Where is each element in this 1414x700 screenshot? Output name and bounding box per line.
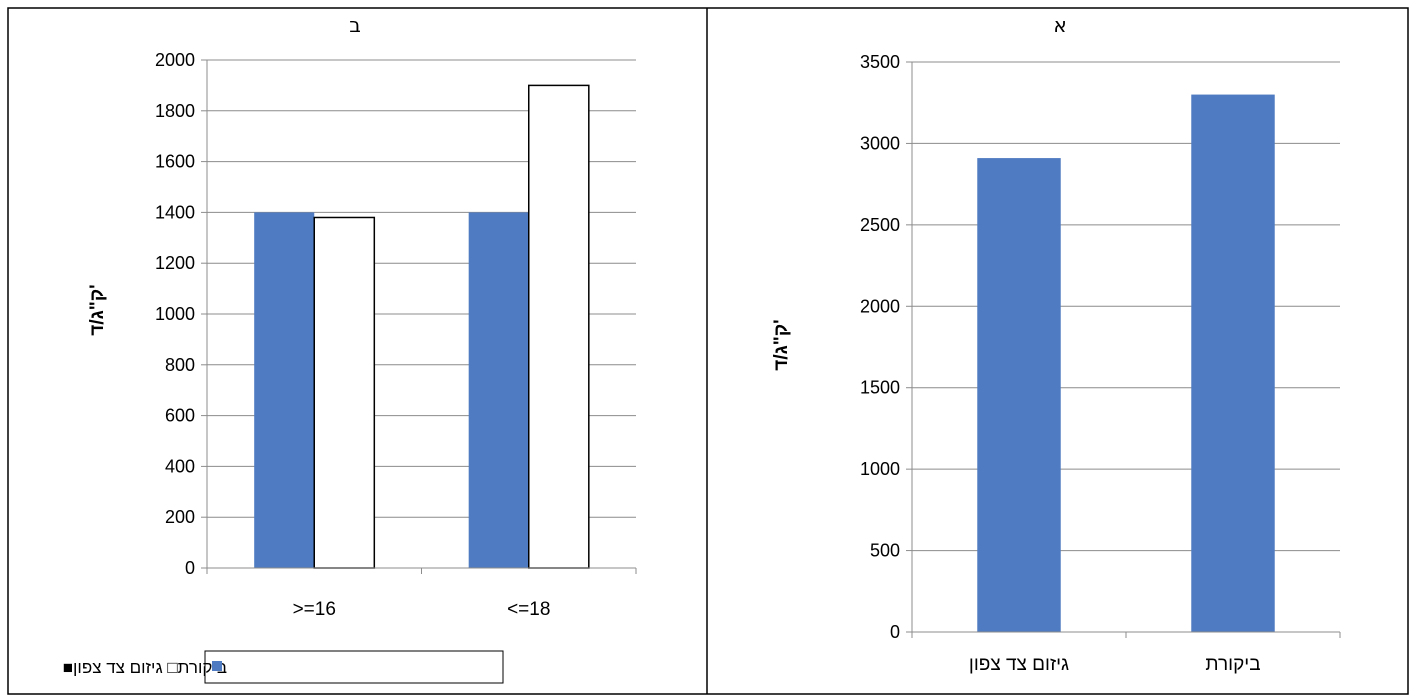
chart-a-y-tick-label: 2000 [860,296,900,316]
chart-b-y-tick-label: 1400 [155,202,195,222]
chart-b-y-tick-label: 1200 [155,253,195,273]
chart-a: א ק"ג/ד' 0 500 1000 1500 2000 2500 3000 3500 גי… [771,13,1341,675]
chart-b-bar [313,216,376,569]
chart-b-y-tick-label: 400 [165,456,195,476]
chart-b-y-tick-label: 1800 [155,101,195,121]
chart-b-title: ב [349,13,361,37]
chart-a-x-tick-label: גיזום צד צפון [969,654,1069,675]
chart-b-y-tick-label: 1600 [155,152,195,172]
chart-b-y-tick-label: 200 [165,507,195,527]
chart-a-x-tick-label: ביקורת [1205,654,1260,675]
legend-text: ביקורת□ גיזום צד צפון■ [63,658,227,677]
chart-b-y-tick-label: 800 [165,355,195,375]
chart-b-y-tick-label: 600 [165,406,195,426]
legend-box [204,650,504,684]
chart-a-bars [977,94,1275,633]
chart-b-x-tick-label: >=16 [293,599,336,620]
chart-a-y-tick-label: 2500 [860,215,900,235]
chart-b-bars [254,84,590,569]
chart-a-x-ticks: גיזום צד צפון ביקורת [969,654,1261,675]
chart-b-y-axis-label: ק"ג/ד' [87,284,108,335]
chart-a-y-ticks: 0 500 1000 1500 2000 2500 3000 3500 [860,52,900,642]
chart-a-y-tick-label: 0 [890,622,900,642]
chart-b-y-ticks: 0 200 400 600 800 1000 1200 1400 1600 1800 2000 [155,50,195,578]
chart-a-bar [977,158,1061,633]
chart-b-y-tick-label: 0 [185,558,195,578]
chart-a-y-tick-label: 3500 [860,52,900,72]
chart-a-bar [1191,94,1275,633]
chart-b-legend: ביקורת□ גיזום צד צפון■ [63,650,504,684]
chart-b-bar [528,84,590,569]
legend-swatch [212,661,222,671]
chart-b-x-ticks: >=16 <=18 [293,599,551,620]
chart-b-y-tick-label: 1000 [155,304,195,324]
figure-frame [7,7,1409,695]
chart-a-y-tick-label: 3000 [860,133,900,153]
chart-b-axes [201,59,637,574]
chart-a-y-tick-label: 1500 [860,378,900,398]
chart-b-bar [468,212,529,568]
chart-b-bar [254,212,315,568]
chart-b-x-tick-label: <=18 [507,599,550,620]
chart-a-grid [912,61,1340,552]
chart-a-title: א [1053,13,1066,37]
chart-a-axes [906,61,1341,638]
chart-b-y-tick-label: 2000 [155,50,195,70]
chart-a-y-tick-label: 500 [870,541,900,561]
chart-b: ב ק"ג/ד' 0 200 400 600 800 1000 1200 1400 1600 18… [63,13,637,684]
chart-a-y-tick-label: 1000 [860,459,900,479]
chart-a-y-axis-label: ק"ג/ד' [771,319,792,370]
